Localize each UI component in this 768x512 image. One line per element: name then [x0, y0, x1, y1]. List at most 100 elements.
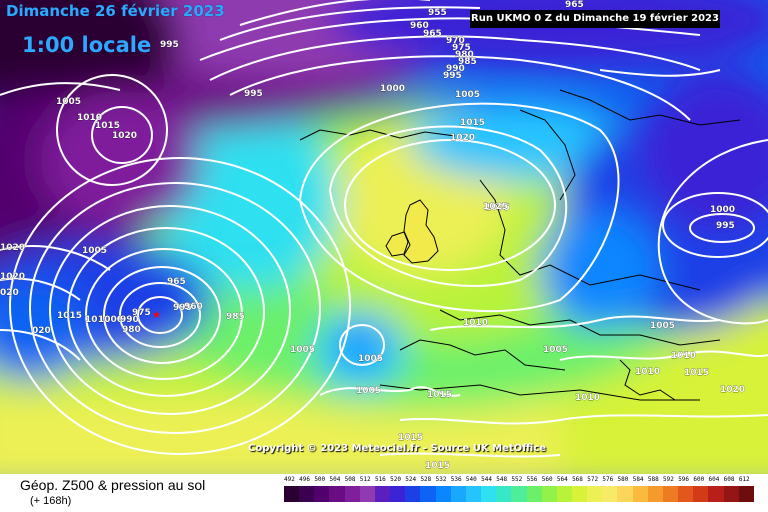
isobar-line	[657, 139, 768, 325]
isobar-label: 1020	[450, 133, 475, 143]
isobar-label: 1010	[77, 113, 102, 123]
color-scale-label: 496	[299, 476, 310, 483]
isobar-label: 995	[716, 221, 735, 231]
color-scale-swatch	[405, 486, 421, 502]
color-scale-swatch	[723, 486, 739, 502]
isobar-label: 970	[446, 36, 465, 46]
model-run-label: Run UKMO 0 Z du Dimanche 19 février 2023	[470, 10, 720, 28]
isobar-ring	[662, 192, 768, 258]
color-scale-swatch	[390, 486, 406, 502]
isobar-label: 1010	[635, 367, 660, 377]
land-uk	[403, 199, 439, 264]
color-scale-label: 548	[496, 476, 508, 483]
color-scale-label: 532	[435, 476, 447, 483]
color-scale-swatch	[465, 486, 482, 502]
color-scale-swatch	[632, 486, 648, 502]
isobar-label: 1005	[56, 97, 81, 107]
color-scale-swatch	[571, 486, 588, 502]
isobar-line	[0, 245, 111, 271]
isobar-ring	[85, 248, 243, 380]
low-center-symbol: ★	[152, 310, 161, 321]
isobar-line	[599, 69, 721, 77]
forecast-date: Dimanche 26 février 2023	[6, 2, 225, 20]
color-scale-swatch	[299, 486, 315, 502]
isobar-label: 980	[455, 50, 474, 60]
isobar-line	[209, 35, 701, 81]
color-scale-swatch	[541, 486, 557, 502]
isobar-label: 1015	[398, 433, 423, 443]
isobar-label: 1005	[543, 345, 568, 355]
color-scale-label: 528	[420, 476, 432, 483]
isobar-label: 1020	[0, 243, 25, 253]
isobar-line	[399, 414, 768, 425]
color-scale-label: 540	[465, 476, 477, 483]
isobar-label: 1015	[425, 461, 450, 471]
color-scale-label: 552	[511, 476, 523, 483]
isobar-labels: 9559609659709759809859909959959951000100…	[0, 0, 745, 471]
isobar-label: 965	[565, 0, 584, 10]
isobar-label: 1010	[463, 318, 488, 328]
color-scale-swatch	[647, 486, 663, 502]
color-scale-label: 556	[526, 476, 538, 483]
isobar-label: 1005	[290, 345, 315, 355]
isobar-ring	[29, 182, 321, 434]
color-scale-swatch	[344, 486, 360, 502]
color-scale-swatch	[374, 486, 391, 502]
color-scale-swatch	[481, 486, 497, 502]
isobar-label: 960	[184, 302, 203, 312]
isobar-label: 1010	[575, 393, 600, 403]
isobar-label: 1000	[380, 84, 405, 94]
isobar-label: 995	[160, 40, 179, 50]
isobar-label: 1020	[720, 385, 745, 395]
coastlines	[299, 89, 741, 401]
color-scale-label: 588	[647, 476, 659, 483]
legend-subtitle: (+ 168h)	[30, 495, 72, 507]
isobar-label: 1005	[485, 203, 510, 213]
land-ireland	[385, 231, 409, 257]
color-scale-label: 604	[708, 476, 720, 483]
color-scale-label: 576	[602, 476, 614, 483]
color-scale-label: 580	[617, 476, 629, 483]
color-scale-swatch	[526, 486, 542, 502]
isobar-line	[298, 102, 620, 313]
color-scale-label: 600	[693, 476, 705, 483]
color-scale-label: 596	[678, 476, 690, 483]
color-scale-labels: 492 496 500 504 508 512 516 520 524 528 532 536 540 5…	[284, 476, 754, 484]
color-scale-swatch	[284, 486, 300, 502]
isobar-label: 980	[122, 325, 141, 335]
isobar-label: 1000	[98, 315, 123, 325]
isobar-label: 1015	[57, 311, 82, 321]
isobar-line	[0, 82, 121, 96]
isobar-label: 1020	[0, 272, 25, 282]
land-outlines	[385, 199, 439, 264]
isobar-ring	[67, 227, 265, 397]
weather-map: 9559609659709759809859909959959951000100…	[0, 0, 768, 474]
isobar-label: 995	[173, 303, 192, 313]
isobar-line	[559, 350, 768, 361]
color-scale-label: 504	[329, 476, 341, 483]
isobar-ring	[344, 139, 556, 271]
color-scale-swatch	[359, 486, 375, 502]
isobar-label: 1010	[671, 351, 696, 361]
color-scale-label: 524	[405, 476, 417, 483]
color-scale-swatch	[678, 486, 694, 502]
color-scale-label: 500	[314, 476, 326, 483]
isobar-label: 990	[120, 315, 139, 325]
color-scale-swatch	[587, 486, 603, 502]
isobar-label: 1015	[684, 368, 709, 378]
color-scale-swatch	[556, 486, 572, 502]
isobar-ring	[49, 205, 291, 415]
isobar-label: 975	[452, 43, 471, 53]
color-scale-swatch	[617, 486, 633, 502]
isobar-label: 1015	[427, 390, 452, 400]
isobar-label: 975	[132, 308, 151, 318]
isobar-label: 995	[443, 71, 462, 81]
forecast-time: 1:00 locale	[22, 33, 152, 57]
color-scale-swatch	[708, 486, 724, 502]
color-scale-label: 544	[481, 476, 492, 483]
isobar-line	[328, 125, 568, 287]
isobar-label: 1025	[483, 202, 508, 212]
color-scale-swatch	[314, 486, 330, 502]
isobar-ring	[56, 74, 168, 186]
color-scale-label: 572	[587, 476, 599, 483]
